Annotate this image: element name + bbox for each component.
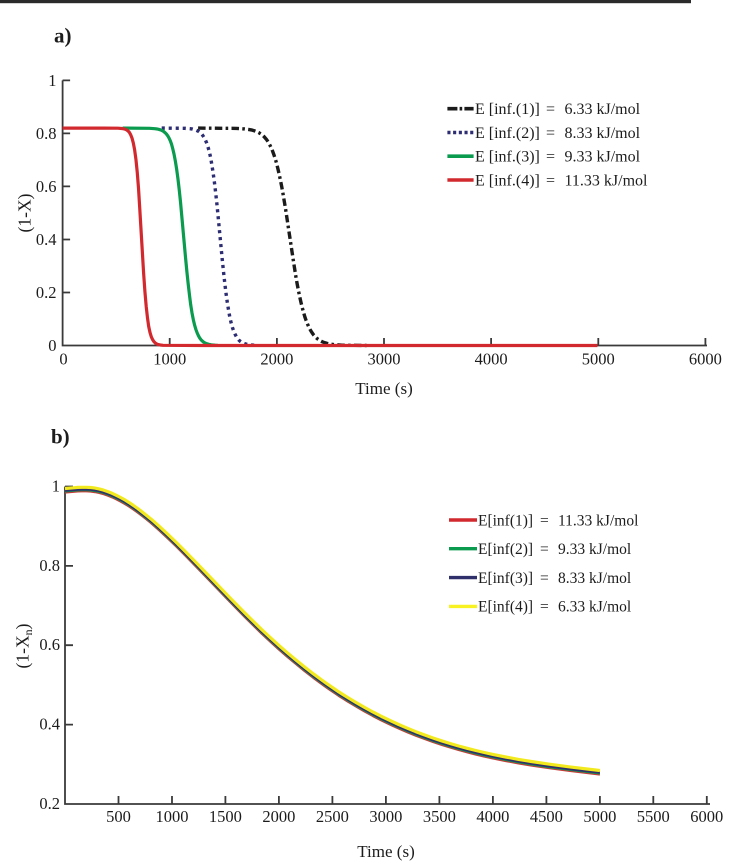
- svg-text:3000: 3000: [368, 350, 401, 369]
- svg-text:=: =: [540, 541, 549, 558]
- svg-text:0.6: 0.6: [36, 177, 57, 196]
- svg-text:500: 500: [106, 807, 131, 826]
- svg-text:=: =: [540, 599, 549, 616]
- svg-text:=: =: [546, 125, 555, 142]
- svg-text:0.8: 0.8: [36, 124, 57, 143]
- svg-text:0.8: 0.8: [39, 556, 60, 575]
- svg-text:6.33 kJ/mol: 6.33 kJ/mol: [565, 101, 641, 118]
- svg-text:3000: 3000: [369, 807, 402, 826]
- svg-text:=: =: [546, 172, 555, 189]
- svg-text:2000: 2000: [262, 807, 295, 826]
- svg-text:4500: 4500: [530, 807, 563, 826]
- svg-text:E[inf(3)]: E[inf(3)]: [478, 570, 533, 587]
- svg-text:1500: 1500: [209, 807, 242, 826]
- svg-text:E[inf(4)]: E[inf(4)]: [478, 599, 533, 616]
- svg-text:8.33 kJ/mol: 8.33 kJ/mol: [558, 570, 631, 587]
- svg-text:5500: 5500: [637, 807, 670, 826]
- svg-text:0.4: 0.4: [39, 715, 60, 734]
- svg-text:E [inf.(2)]: E [inf.(2)]: [475, 125, 540, 142]
- svg-text:0.4: 0.4: [36, 230, 57, 249]
- svg-text:8.33 kJ/mol: 8.33 kJ/mol: [565, 125, 641, 142]
- svg-text:0: 0: [48, 336, 56, 355]
- svg-text:(1-Xn): (1-Xn): [13, 623, 36, 668]
- svg-text:6000: 6000: [689, 350, 722, 369]
- svg-text:6.33 kJ/mol: 6.33 kJ/mol: [558, 599, 631, 616]
- svg-text:E [inf.(4)]: E [inf.(4)]: [475, 172, 540, 189]
- svg-text:=: =: [546, 101, 555, 118]
- svg-text:0.6: 0.6: [39, 635, 60, 654]
- svg-text:11.33 kJ/mol: 11.33 kJ/mol: [558, 512, 638, 529]
- svg-text:6000: 6000: [690, 807, 723, 826]
- svg-text:5000: 5000: [582, 350, 615, 369]
- svg-text:11.33 kJ/mol: 11.33 kJ/mol: [565, 172, 649, 189]
- svg-text:4000: 4000: [475, 350, 508, 369]
- svg-text:E[inf(1)]: E[inf(1)]: [478, 512, 533, 529]
- svg-text:0.2: 0.2: [36, 283, 57, 302]
- svg-text:E [inf.(1)]: E [inf.(1)]: [475, 101, 540, 118]
- svg-text:9.33 kJ/mol: 9.33 kJ/mol: [558, 541, 631, 558]
- svg-text:(1-X): (1-X): [15, 193, 35, 232]
- svg-text:2500: 2500: [316, 807, 349, 826]
- svg-text:3500: 3500: [423, 807, 456, 826]
- svg-text:5000: 5000: [583, 807, 616, 826]
- svg-text:4000: 4000: [476, 807, 509, 826]
- svg-text:a): a): [54, 24, 72, 48]
- svg-text:=: =: [540, 570, 549, 587]
- svg-text:1000: 1000: [156, 807, 189, 826]
- svg-text:1000: 1000: [153, 350, 186, 369]
- svg-text:E [inf.(3)]: E [inf.(3)]: [475, 149, 540, 166]
- svg-text:1: 1: [52, 477, 60, 496]
- svg-text:1: 1: [48, 71, 56, 90]
- svg-text:9.33 kJ/mol: 9.33 kJ/mol: [565, 149, 641, 166]
- svg-text:0.2: 0.2: [39, 794, 60, 813]
- svg-text:Time (s): Time (s): [357, 842, 414, 861]
- svg-text:0: 0: [59, 350, 67, 369]
- svg-text:b): b): [51, 425, 70, 449]
- svg-text:=: =: [540, 512, 549, 529]
- svg-text:2000: 2000: [260, 350, 293, 369]
- svg-text:Time (s): Time (s): [355, 379, 412, 398]
- svg-text:E[inf(2)]: E[inf(2)]: [478, 541, 533, 558]
- svg-text:=: =: [546, 149, 555, 166]
